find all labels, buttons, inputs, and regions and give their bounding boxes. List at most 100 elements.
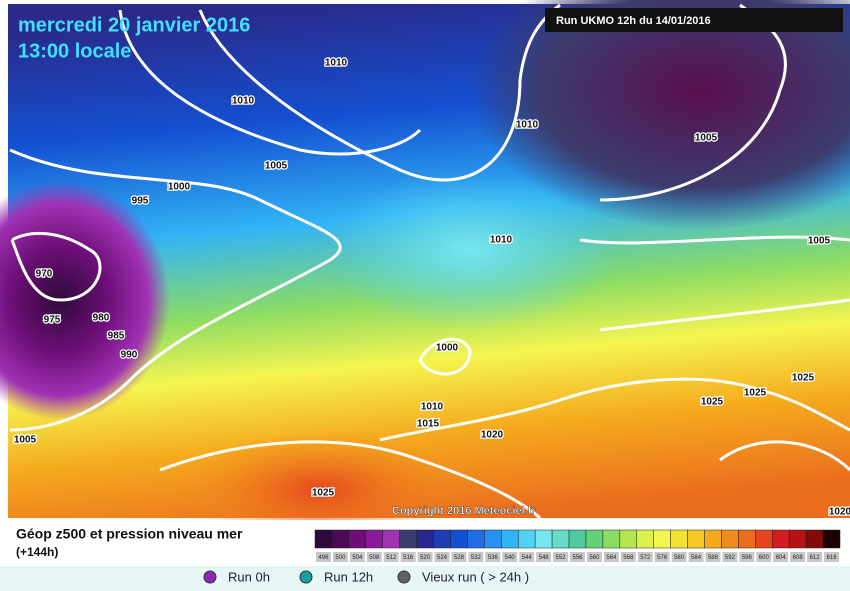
radio-label[interactable]: Run 0h [228,569,270,584]
legend-label-bg [519,552,535,562]
isobar-label: 1025 [792,373,815,384]
isobar-label: 1020 [481,430,504,441]
legend-label: 540 [505,555,516,561]
legend-label-bg [586,552,602,562]
legend-label: 576 [657,555,668,561]
legend-swatch [822,529,841,549]
legend-label: 608 [793,555,804,561]
isobar-label: 985 [108,331,125,342]
isobar-label: 995 [132,196,149,207]
legend-label-bg [807,552,823,562]
legend-label-bg [620,552,636,562]
field [320,170,620,330]
legend-label-bg [824,552,839,562]
legend-label-bg [366,552,382,562]
legend-swatch [450,529,468,549]
run-label: Run UKMO 12h du 14/01/2016 [556,15,711,27]
legend-label: 580 [674,555,685,561]
legend-label-bg [570,552,585,562]
legend-label-bg [451,552,467,562]
legend-label-bg [553,552,569,562]
legend-label-bg [671,552,687,562]
legend-label-bg [316,552,331,562]
legend-swatch [416,529,434,549]
legend-swatch [568,529,587,549]
legend-swatch [551,529,570,549]
legend-swatch [314,529,333,549]
radio-button[interactable] [397,570,411,584]
legend-swatch [534,529,553,549]
isobar-label: 1020 [829,507,850,518]
legend-swatch [365,529,383,549]
legend-label: 508 [369,555,380,561]
legend-label-bg [756,552,772,562]
isobar-label: 1000 [168,182,191,193]
legend-label-bg [332,552,348,562]
legend-label-bg [417,552,433,562]
legend-label: 564 [606,555,617,561]
legend-swatch [738,529,756,549]
legend-label-bg [434,552,450,562]
legend-label: 528 [454,555,465,561]
radio-button[interactable] [299,570,313,584]
copyright: Copyright 2016 Meteociel.fr [392,505,536,517]
field [0,180,170,420]
isobar-label: 1000 [436,343,459,354]
isobar-label: 1005 [695,133,718,144]
legend-swatch [619,529,638,549]
isobar-label: 1010 [516,120,539,131]
legend-swatch [382,529,400,549]
isobar-lines [9,3,850,520]
legend-label: 500 [335,555,346,561]
legend-label-bg [705,552,721,562]
legend-swatch [602,529,621,549]
legend-label: 560 [589,555,600,561]
isobar-label: 1005 [14,435,37,446]
legend-label: 544 [522,555,533,561]
legend-label-bg [400,552,416,562]
legend-label-bg [502,552,518,562]
legend-label-bg [603,552,619,562]
radio-label[interactable]: Run 12h [324,569,373,584]
legend-label: 520 [420,555,431,561]
isobar-label: 970 [36,269,53,280]
legend-swatch [772,529,790,549]
field [470,0,850,230]
legend-swatch [501,529,519,549]
legend-label: 512 [386,555,397,561]
isobar-label: 1005 [265,161,288,172]
legend-swatch [484,529,502,549]
isobar-label: 990 [121,350,138,361]
legend-swatch [399,529,417,549]
legend-swatch [636,529,654,549]
legend-label: 568 [623,555,634,561]
legend-swatch [805,529,824,549]
legend-label-bg [790,552,806,562]
legend-label: 536 [488,555,499,561]
legend-label-bg [739,552,755,562]
isobar-label: 1010 [421,402,444,413]
legend-swatch [704,529,722,549]
legend-subtitle: (+144h) [16,545,58,559]
legend-label-bg [773,552,789,562]
legend-label: 584 [691,555,702,561]
legend-swatch [517,529,536,549]
legend-label: 524 [437,555,448,561]
isobar-label: 1015 [417,419,440,430]
legend-swatch [585,529,604,549]
legend-label-bg [468,552,484,562]
legend-label: 504 [352,555,363,561]
radio-button[interactable] [203,570,217,584]
legend-label: 612 [810,555,821,561]
radio-label[interactable]: Vieux run ( > 24h ) [422,569,529,584]
isobar-label: 1010 [325,58,348,69]
legend-swatch [653,529,671,549]
legend-label: 516 [403,555,414,561]
legend-label: 552 [556,555,567,561]
isobar-label: 1025 [701,397,724,408]
legend-label: 496 [318,555,329,561]
legend-label-bg [485,552,501,562]
legend-label: 596 [742,555,753,561]
date: mercredi 20 janvier 2016 [18,14,250,36]
